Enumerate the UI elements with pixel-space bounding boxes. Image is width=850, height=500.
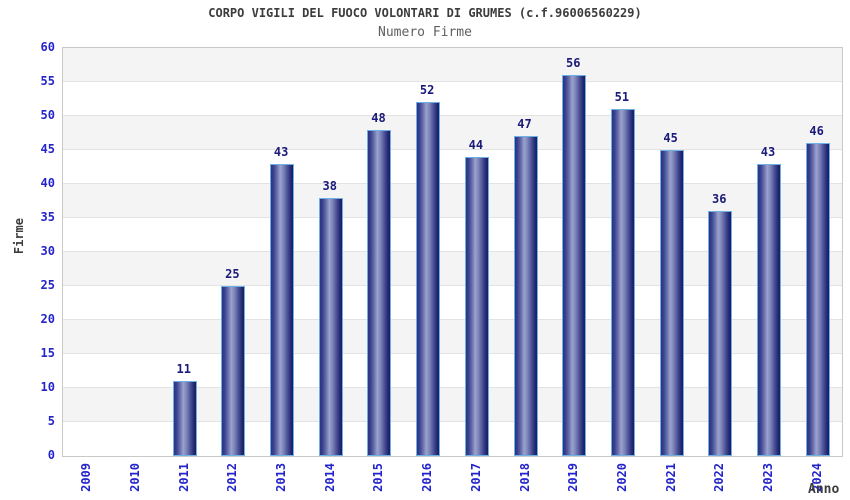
plot-band	[63, 150, 842, 184]
x-tick-label: 2009	[79, 463, 94, 492]
bar-2020	[610, 109, 635, 456]
y-tick-label: 15	[40, 346, 55, 360]
bar-2014	[318, 197, 343, 456]
y-tick-label: 5	[47, 414, 55, 428]
bar-2017	[464, 156, 489, 456]
bar-value-label: 44	[468, 137, 484, 152]
y-tick-label: 30	[40, 244, 55, 258]
bar-2021	[659, 150, 684, 456]
chart-title: CORPO VIGILI DEL FUOCO VOLONTARI DI GRUM…	[208, 6, 642, 20]
x-tick-label: 2021	[663, 463, 678, 492]
y-tick-label: 20	[40, 312, 55, 326]
bar-value-label: 56	[565, 56, 581, 71]
x-tick-label: 2023	[760, 463, 775, 492]
y-tick-label: 25	[40, 278, 55, 292]
x-tick-label: 2016	[420, 463, 435, 492]
bar-2016	[416, 102, 441, 456]
plot-band	[63, 82, 842, 116]
bar-2011	[172, 381, 197, 456]
bar-value-label: 11	[176, 362, 191, 377]
plot-area	[62, 47, 843, 457]
bar-2019	[562, 75, 587, 456]
x-tick-label: 2017	[468, 463, 483, 492]
gridline	[63, 251, 842, 252]
x-axis-title: Anno	[808, 482, 840, 497]
bar-value-label: 38	[322, 178, 337, 193]
y-tick-label: 45	[40, 142, 55, 156]
x-tick-label: 2015	[371, 463, 386, 492]
x-tick-label: 2020	[614, 463, 629, 492]
gridline	[63, 319, 842, 320]
chart-subtitle: Numero Firme	[378, 25, 472, 40]
y-tick-label: 55	[40, 74, 55, 88]
bar-value-label: 43	[760, 144, 776, 159]
x-tick-label: 2018	[517, 463, 532, 492]
y-tick-label: 0	[47, 448, 55, 462]
y-tick-label: 60	[40, 40, 55, 54]
gridline	[63, 183, 842, 184]
bar-2023	[756, 163, 781, 456]
x-tick-label: 2011	[176, 463, 191, 492]
bar-2018	[513, 136, 538, 456]
gridline	[63, 353, 842, 354]
bar-value-label: 46	[809, 124, 824, 139]
bar-value-label: 25	[225, 267, 240, 281]
plot-band	[63, 48, 842, 82]
bar-value-label: 45	[663, 131, 678, 145]
bar-value-label: 47	[517, 117, 532, 132]
bar-2022	[708, 211, 733, 456]
y-tick-label: 10	[40, 380, 55, 394]
bar-2013	[270, 163, 295, 456]
x-tick-label: 2014	[322, 463, 337, 492]
y-tick-label: 35	[40, 210, 55, 224]
gridline	[63, 115, 842, 116]
gridline	[63, 217, 842, 218]
gridline	[63, 421, 842, 422]
x-tick-label: 2012	[225, 463, 240, 492]
plot-band	[63, 116, 842, 150]
bar-value-label: 43	[273, 144, 289, 159]
x-tick-label: 2013	[274, 463, 289, 492]
y-tick-label: 40	[40, 176, 55, 190]
x-tick-label: 2022	[712, 463, 727, 492]
x-tick-label: 2010	[128, 463, 143, 492]
bar-value-label: 51	[614, 90, 630, 105]
bar-value-label: 52	[419, 83, 435, 98]
x-tick-label: 2019	[566, 463, 581, 492]
bar-value-label: 48	[371, 110, 386, 125]
bar-value-label: 36	[712, 192, 727, 207]
bar-2024	[805, 143, 830, 456]
bar-2012	[221, 286, 246, 456]
gridline	[63, 285, 842, 286]
y-tick-label: 50	[40, 108, 55, 122]
gridline	[63, 149, 842, 150]
gridline	[63, 81, 842, 82]
bar-2015	[367, 129, 392, 456]
gridline	[63, 387, 842, 388]
